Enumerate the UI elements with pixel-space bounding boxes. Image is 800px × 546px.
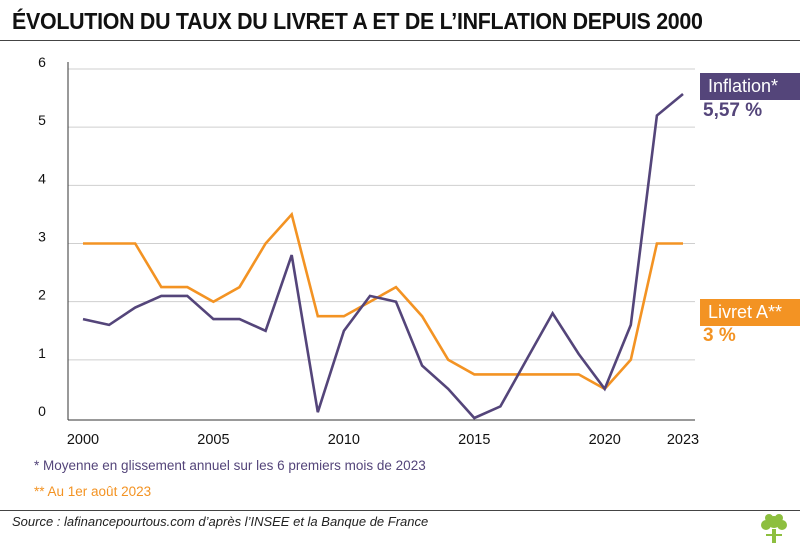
inflation-current-value: 5,57 % xyxy=(703,100,763,121)
series-line-inflation xyxy=(82,92,684,420)
footer-divider xyxy=(0,510,800,511)
x-tick-label-2005: 2005 xyxy=(197,432,229,448)
x-axis-tick-labels: 2000 2005 2010 2015 2020 2023 xyxy=(67,432,699,448)
y-tick-label-1: 1 xyxy=(38,345,46,361)
chart-series xyxy=(82,92,684,420)
footnote-livret: ** Au 1er août 2023 xyxy=(34,484,152,499)
x-tick-label-2020: 2020 xyxy=(589,432,621,448)
y-tick-label-4: 4 xyxy=(38,170,46,186)
y-tick-label-3: 3 xyxy=(38,229,46,245)
footnote-inflation: * Moyenne en glissement annuel sur les 6… xyxy=(34,458,426,473)
inflation-legend-tag: Inflation* xyxy=(700,73,800,100)
chart-title: ÉVOLUTION DU TAUX DU LIVRET A ET DE L’IN… xyxy=(12,8,703,34)
chart-gridlines xyxy=(68,68,695,361)
livret-legend-label: Livret A** xyxy=(708,302,783,322)
title-divider xyxy=(0,40,800,41)
chart-axes xyxy=(67,62,695,421)
y-axis-tick-labels: 0 1 2 3 4 5 6 xyxy=(38,54,46,419)
tree-logo-icon xyxy=(761,514,787,543)
y-tick-label-5: 5 xyxy=(38,112,46,128)
source-note: Source : lafinancepourtous.com d’après l… xyxy=(12,514,429,529)
x-tick-label-2000: 2000 xyxy=(67,432,99,448)
inflation-legend-label: Inflation* xyxy=(708,76,779,96)
x-tick-label-2010: 2010 xyxy=(328,432,360,448)
x-tick-label-2015: 2015 xyxy=(458,432,490,448)
livret-current-value: 3 % xyxy=(703,325,736,346)
series-line-livret xyxy=(83,211,683,391)
y-tick-label-2: 2 xyxy=(38,287,46,303)
livret-legend-tag: Livret A** xyxy=(700,299,800,326)
y-tick-label-0: 0 xyxy=(38,403,46,419)
y-tick-label-6: 6 xyxy=(38,54,46,70)
x-tick-label-2023: 2023 xyxy=(667,432,699,448)
